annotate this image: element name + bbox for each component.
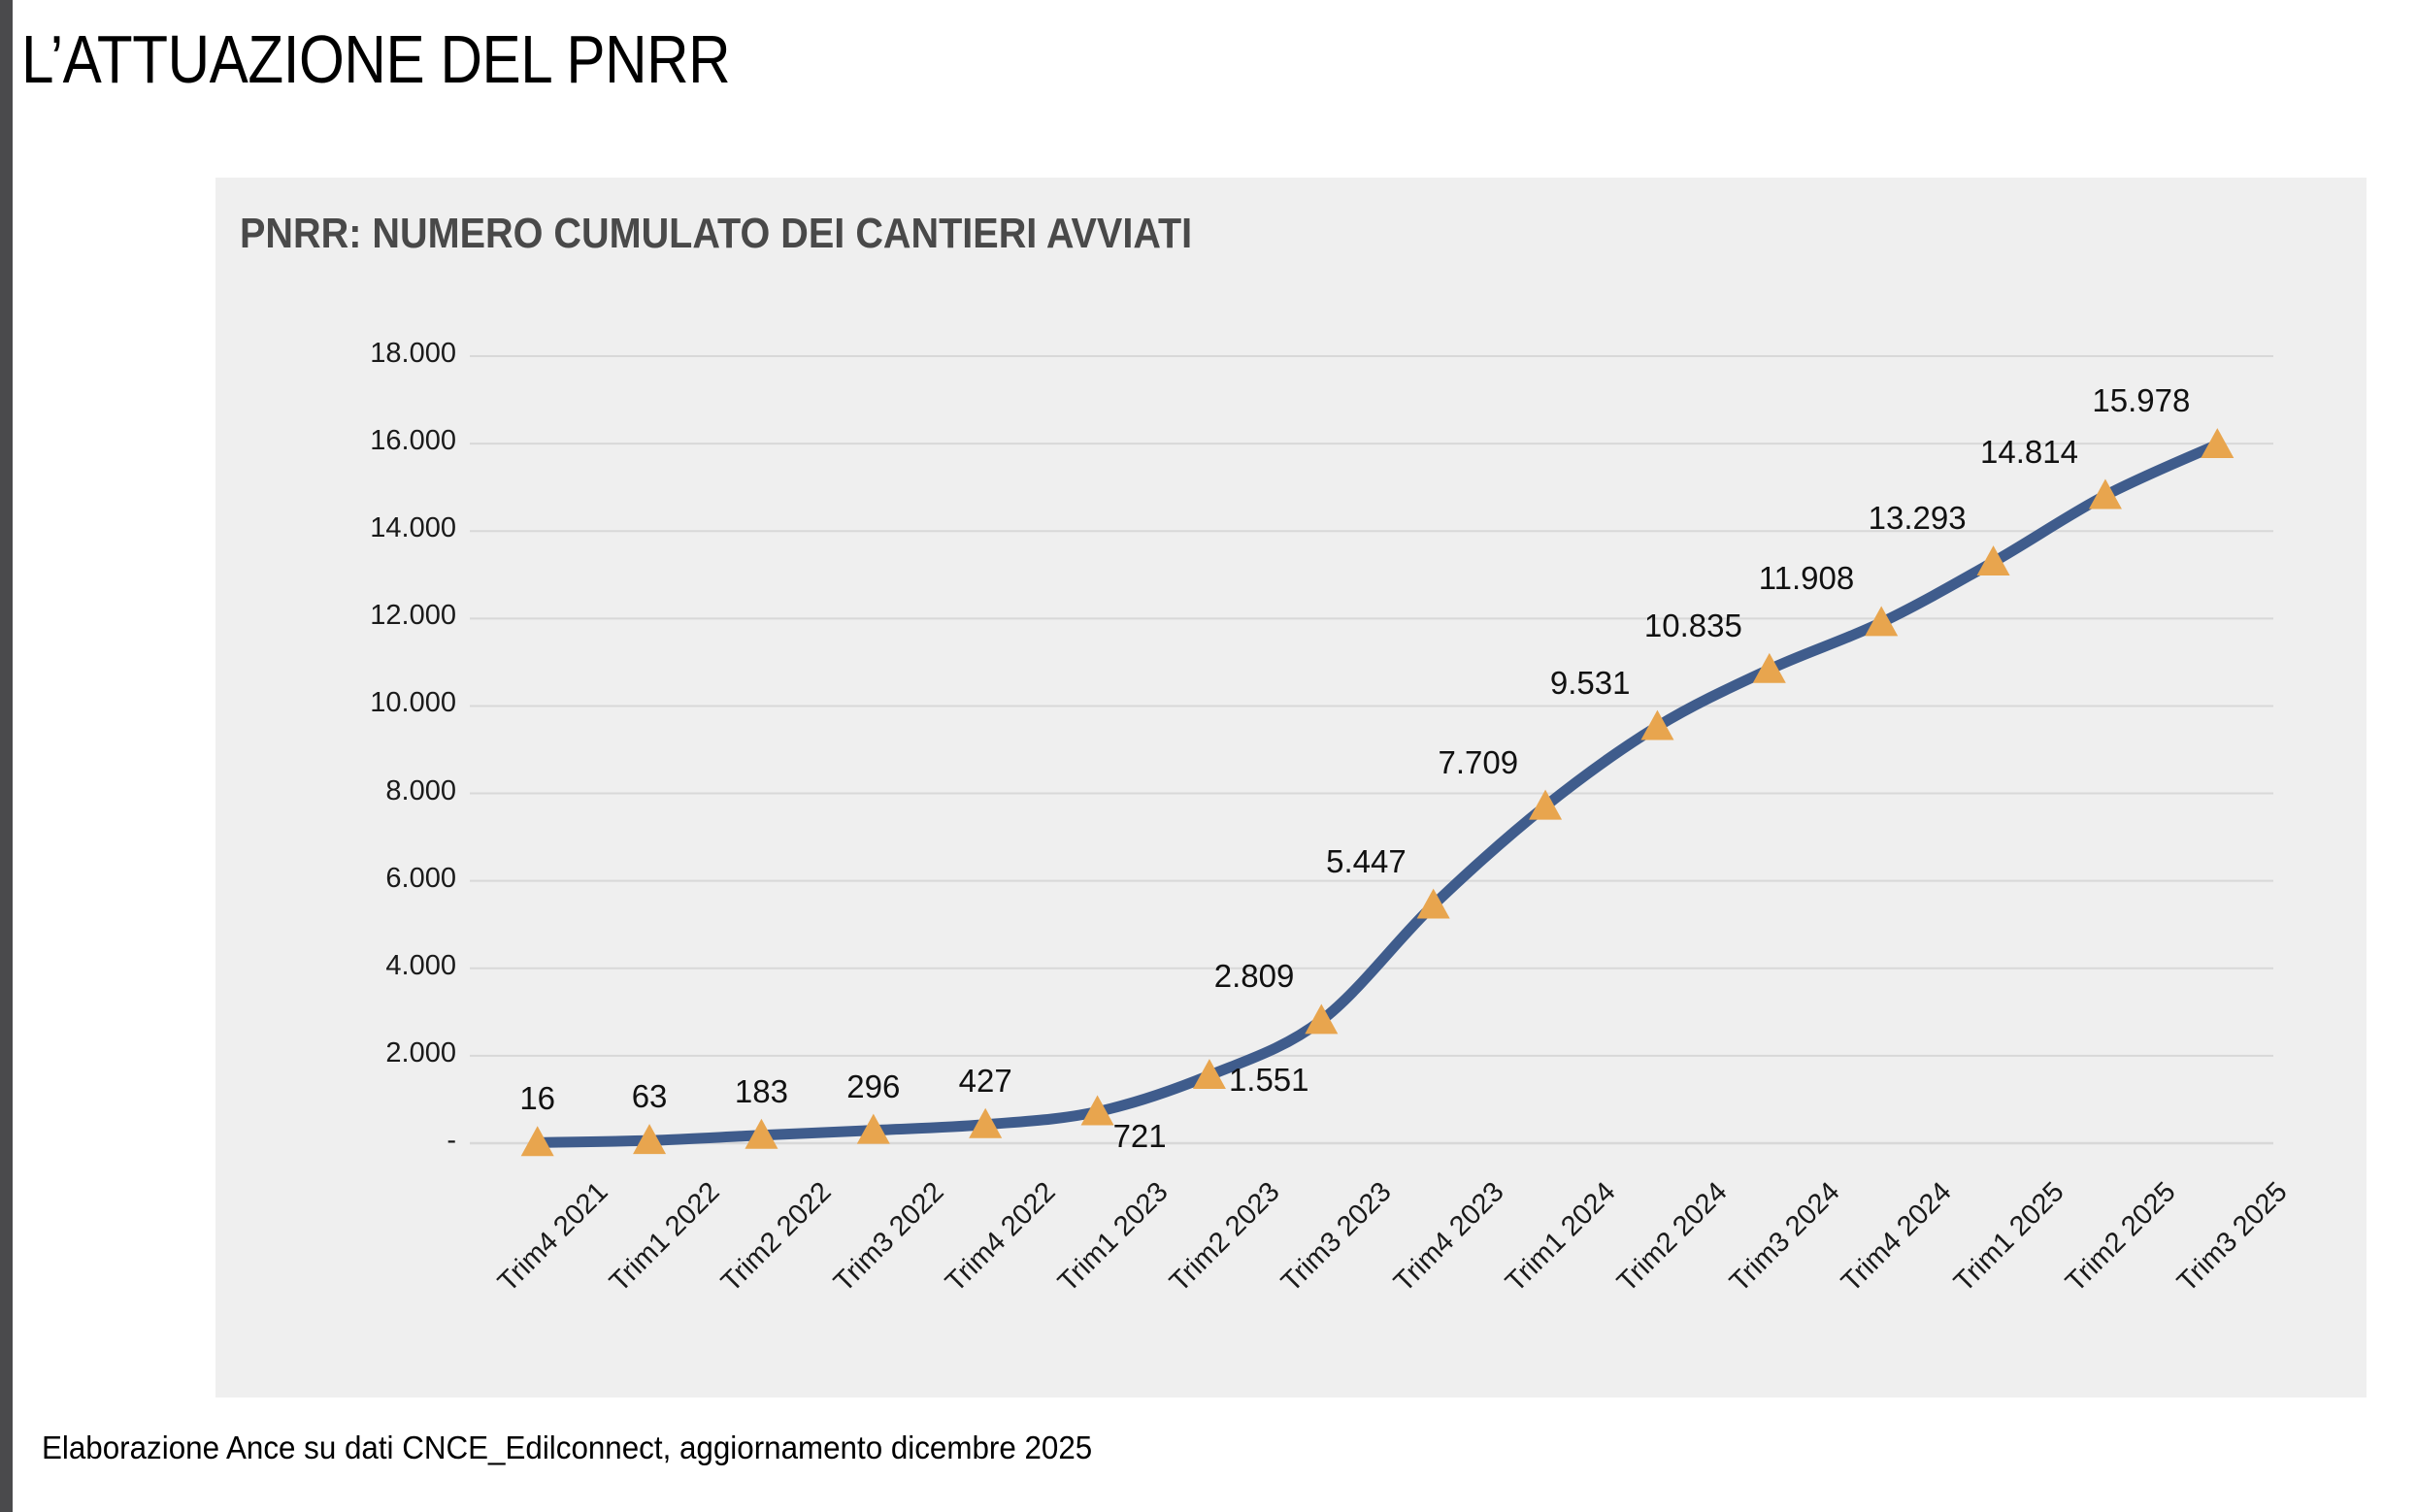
y-axis-tick: 14.000 [370,512,456,544]
source-note: Elaborazione Ance su dati CNCE_Edilconne… [42,1430,1093,1465]
y-axis-tick: 16.000 [370,425,456,457]
plot-area: - 2.000 4.000 6.000 8.000 10.000 12.000 14.000 1… [215,178,2367,1397]
data-label: 296 [846,1068,901,1104]
gridlines [470,355,2273,1145]
y-axis-tick: 18.000 [370,338,456,369]
y-axis-tick: - [447,1125,456,1156]
y-axis-tick: 12.000 [370,600,456,632]
y-axis-tick: 10.000 [370,687,456,719]
chart-panel: PNRR: NUMERO CUMULATO DEI CANTIERI AVVIA… [215,178,2367,1397]
data-label: 10.835 [1643,607,1742,643]
data-label: 7.709 [1438,743,1519,780]
data-label: 5.447 [1326,842,1407,879]
data-label: 15.978 [2092,382,2191,419]
data-label: 13.293 [1868,500,1967,537]
y-axis-tick: 8.000 [385,774,456,806]
left-accent-bar [0,0,13,1512]
data-label: 11.908 [1758,560,1855,597]
y-axis-tick: 6.000 [385,862,456,894]
series-line [532,439,2223,1148]
data-label: 1.551 [1228,1062,1309,1099]
y-axis-tick: 4.000 [385,949,456,981]
y-axis-tick: 2.000 [385,1036,456,1068]
chart-title: PNRR: NUMERO CUMULATO DEI CANTIERI AVVIA… [240,210,1193,257]
line-chart-svg [470,355,2273,1157]
series-markers [520,428,2235,1157]
data-label: 721 [1112,1117,1167,1154]
data-label: 183 [734,1072,788,1109]
data-label: 16 [519,1080,556,1117]
page-title: L’ATTUAZIONE DEL PNRR [21,21,731,97]
data-label: 2.809 [1213,958,1295,995]
data-label: 427 [958,1062,1012,1099]
data-label: 14.814 [1980,433,2078,470]
data-label: 9.531 [1549,664,1631,701]
data-label: 63 [631,1078,668,1115]
